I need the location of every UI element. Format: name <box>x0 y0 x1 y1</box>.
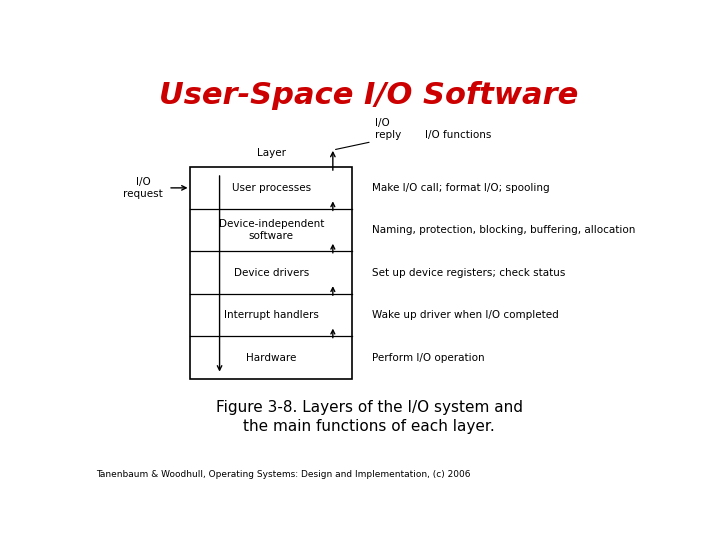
Text: Device-independent
software: Device-independent software <box>219 219 324 241</box>
Text: Device drivers: Device drivers <box>234 268 309 278</box>
Text: Set up device registers; check status: Set up device registers; check status <box>372 268 565 278</box>
Text: I/O
reply: I/O reply <box>374 118 401 140</box>
Text: Tanenbaum & Woodhull, Operating Systems: Design and Implementation, (c) 2006: Tanenbaum & Woodhull, Operating Systems:… <box>96 469 470 478</box>
Text: Wake up driver when I/O completed: Wake up driver when I/O completed <box>372 310 559 320</box>
Text: User processes: User processes <box>232 183 311 193</box>
Text: I/O functions: I/O functions <box>425 130 491 140</box>
Text: Hardware: Hardware <box>246 353 297 362</box>
Text: Naming, protection, blocking, buffering, allocation: Naming, protection, blocking, buffering,… <box>372 225 635 235</box>
Text: the main functions of each layer.: the main functions of each layer. <box>243 419 495 434</box>
Text: I/O
request: I/O request <box>123 177 163 199</box>
Text: Figure 3-8. Layers of the I/O system and: Figure 3-8. Layers of the I/O system and <box>215 400 523 415</box>
Text: Make I/O call; format I/O; spooling: Make I/O call; format I/O; spooling <box>372 183 549 193</box>
Text: Perform I/O operation: Perform I/O operation <box>372 353 485 362</box>
Text: User-Space I/O Software: User-Space I/O Software <box>159 82 579 111</box>
Bar <box>190 167 352 379</box>
Text: Layer: Layer <box>257 148 286 158</box>
Text: Interrupt handlers: Interrupt handlers <box>224 310 319 320</box>
